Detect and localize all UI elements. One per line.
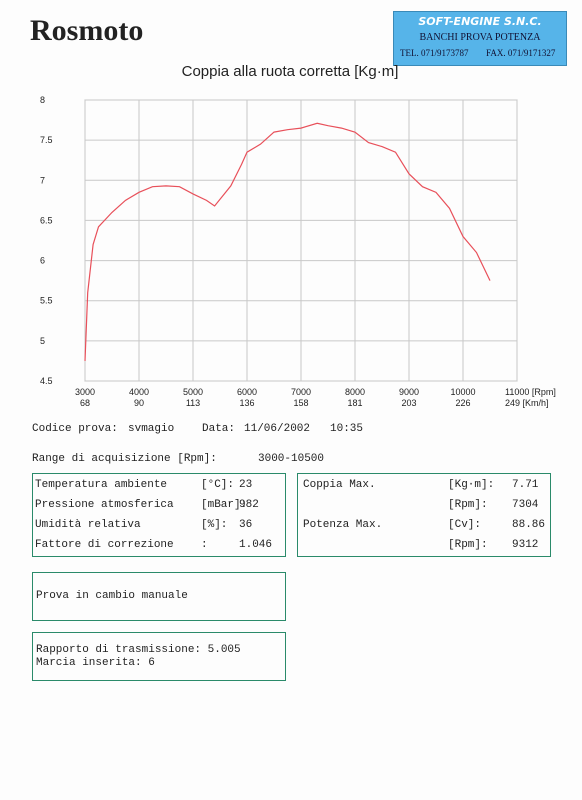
brand: Rosmoto bbox=[30, 14, 144, 47]
x2-tick-label: 181 bbox=[347, 398, 362, 408]
x-tick-label: 6000 bbox=[237, 387, 257, 397]
date-label: Data: bbox=[202, 423, 236, 435]
x-tick-label: 4000 bbox=[129, 387, 149, 397]
x2-tick-label: 68 bbox=[80, 398, 90, 408]
x2-tick-label: 136 bbox=[239, 398, 254, 408]
company-name: SOFT-ENGINE S.N.C. bbox=[418, 15, 542, 28]
code-label: Codice prova: bbox=[32, 423, 118, 435]
row-value: 9312 bbox=[512, 539, 539, 551]
row-unit: [%]: bbox=[201, 519, 228, 531]
row-unit: [Rpm]: bbox=[448, 539, 488, 551]
row-value: 36 bbox=[239, 519, 253, 531]
y-tick-label: 5 bbox=[40, 336, 45, 346]
mode: Prova in cambio manuale bbox=[36, 590, 188, 602]
conditions-box: Temperatura ambiente [°C]: 23 Pressione atm… bbox=[32, 473, 286, 557]
row-unit: [mBar]: bbox=[201, 499, 248, 511]
transmission-box: Rapporto di trasmissione: 5.005 Marcia i… bbox=[32, 632, 286, 681]
row-value: 23 bbox=[239, 479, 253, 491]
y-tick-label: 8 bbox=[40, 95, 45, 105]
ratio: Rapporto di trasmissione: 5.005 bbox=[36, 644, 241, 656]
range-label: Range di acquisizione [Rpm]: bbox=[32, 453, 217, 465]
x2-tick-label: 203 bbox=[401, 398, 416, 408]
chart-title: Coppia alla ruota corretta [Kg·m] bbox=[182, 63, 399, 80]
y-tick-label: 6.5 bbox=[40, 215, 53, 225]
torque-curve bbox=[84, 122, 491, 361]
row-unit: [Cv]: bbox=[448, 519, 482, 531]
company-line: BANCHI PROVA POTENZA bbox=[419, 32, 541, 43]
x-tick-label: 8000 bbox=[345, 387, 365, 397]
row-value: 7304 bbox=[512, 499, 539, 511]
row-unit: : bbox=[201, 539, 208, 551]
y-tick-label: 4.5 bbox=[40, 376, 53, 386]
range: 3000-10500 bbox=[258, 453, 325, 465]
company-box: SOFT-ENGINE S.N.C. BANCHI PROVA POTENZA … bbox=[393, 11, 567, 66]
y-tick-label: 7 bbox=[40, 175, 45, 185]
x2-tick-label: 90 bbox=[134, 398, 144, 408]
mode-box: Prova in cambio manuale bbox=[32, 572, 286, 621]
y-tick-label: 7.5 bbox=[40, 135, 53, 145]
y-tick-label: 5.5 bbox=[40, 296, 53, 306]
row-label: Potenza Max. bbox=[303, 519, 383, 531]
row-label: Temperatura ambiente bbox=[35, 479, 168, 491]
row-unit: [Rpm]: bbox=[448, 499, 488, 511]
row-label: Fattore di correzione bbox=[35, 539, 174, 551]
row-unit: [Kg·m]: bbox=[448, 479, 495, 491]
row-value: 88.86 bbox=[512, 519, 546, 531]
chart: Coppia alla ruota corretta [Kg·m] 4.5 5 5.… bbox=[40, 63, 556, 408]
x-tick-label: 7000 bbox=[291, 387, 311, 397]
x-tick-label: 5000 bbox=[183, 387, 203, 397]
row-value: 1.046 bbox=[239, 539, 273, 551]
row-label: Coppia Max. bbox=[303, 479, 376, 491]
x2-tick-label: 226 bbox=[455, 398, 470, 408]
row-value: 982 bbox=[239, 499, 259, 511]
row-value: 7.71 bbox=[512, 479, 539, 491]
x2-tick-label: 158 bbox=[293, 398, 308, 408]
code: svmagio bbox=[128, 423, 175, 435]
row-unit: [°C]: bbox=[201, 479, 235, 491]
row-label: Umidità relativa bbox=[35, 519, 141, 531]
x-tick-label: 9000 bbox=[399, 387, 419, 397]
x2-tick-label: 249 [Km/h] bbox=[505, 398, 549, 408]
date: 11/06/2002 bbox=[244, 423, 311, 435]
row-label: Pressione atmosferica bbox=[35, 499, 174, 511]
fax: FAX. 071/9171327 bbox=[486, 48, 556, 58]
gear: Marcia inserita: 6 bbox=[36, 657, 155, 669]
x2-tick-label: 113 bbox=[186, 398, 200, 408]
results-box: Coppia Max. [Kg·m]: 7.71 [Rpm]: 7304 Potenza … bbox=[297, 473, 551, 557]
x-tick-label: 11000 [Rpm] bbox=[505, 387, 556, 397]
x-tick-label: 10000 bbox=[450, 387, 475, 397]
x-tick-label: 3000 bbox=[75, 387, 95, 397]
y-tick-label: 6 bbox=[40, 256, 45, 266]
tel: TEL. 071/9173787 bbox=[400, 48, 469, 58]
time: 10:35 bbox=[330, 423, 364, 435]
